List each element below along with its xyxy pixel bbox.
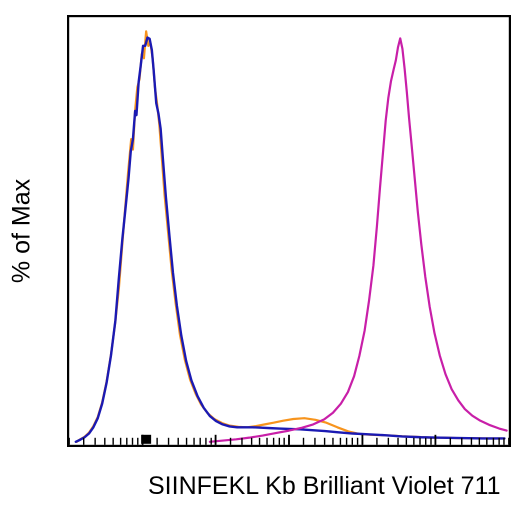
series-control-blue — [76, 38, 505, 442]
series-positive-magenta — [210, 38, 507, 441]
plot-area — [67, 15, 511, 447]
series-control-orange — [77, 31, 503, 441]
histogram-svg — [67, 15, 511, 447]
x-axis-mark — [141, 435, 151, 444]
x-axis-label: SIINFEKL Kb Brilliant Violet 711 — [148, 472, 501, 501]
flow-cytometry-histogram: % of Max SIINFEKL Kb Brilliant Violet 71… — [0, 0, 523, 509]
plot-border — [68, 16, 510, 446]
y-axis-label: % of Max — [8, 179, 37, 283]
